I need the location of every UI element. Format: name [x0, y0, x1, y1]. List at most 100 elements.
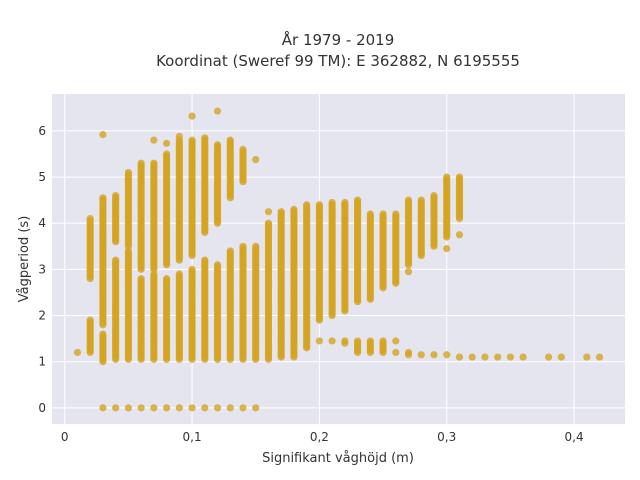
data-point	[99, 131, 107, 139]
data-point	[354, 337, 362, 345]
data-point	[137, 275, 145, 283]
data-point	[99, 330, 107, 338]
data-point	[366, 337, 374, 345]
x-tick-label: 0,4	[565, 430, 584, 444]
data-point	[443, 245, 451, 253]
data-point	[328, 337, 336, 345]
data-point	[226, 136, 234, 144]
data-point	[455, 353, 464, 361]
data-point	[175, 404, 183, 412]
data-point	[150, 136, 158, 144]
data-point	[290, 205, 298, 213]
data-point	[455, 231, 464, 239]
data-point	[545, 353, 553, 361]
x-axis-label: Signifikant våghöjd (m)	[262, 451, 414, 466]
data-point	[506, 353, 514, 361]
data-point	[583, 353, 591, 361]
data-point	[354, 196, 362, 204]
data-point	[150, 159, 158, 167]
data-point	[595, 353, 604, 361]
data-points	[73, 107, 604, 412]
data-point	[213, 404, 222, 412]
data-point	[86, 215, 94, 223]
data-point	[226, 404, 234, 412]
data-point	[201, 404, 209, 412]
data-point	[188, 404, 196, 412]
data-point	[252, 404, 260, 412]
data-point	[163, 139, 171, 147]
data-point	[494, 353, 502, 361]
data-point	[201, 134, 209, 142]
y-axis-label: Vågperiod (s)	[17, 216, 32, 303]
x-tick-label: 0,1	[183, 430, 202, 444]
data-point	[341, 337, 349, 345]
data-point	[188, 265, 196, 273]
data-point	[213, 107, 222, 115]
data-point	[379, 210, 387, 218]
y-tick-label: 3	[38, 262, 46, 276]
y-tick-label: 4	[38, 216, 46, 230]
data-point	[315, 201, 323, 209]
data-point	[468, 353, 476, 361]
data-point	[239, 242, 247, 250]
plot-area	[52, 94, 625, 424]
data-point	[417, 196, 425, 204]
y-tick-label: 5	[38, 170, 46, 184]
data-point	[163, 150, 171, 158]
chart-title-line-1: År 1979 - 2019	[282, 30, 395, 49]
data-point	[366, 210, 374, 218]
data-point	[99, 194, 107, 202]
data-point	[99, 404, 107, 412]
data-point	[443, 173, 451, 181]
data-point	[328, 198, 336, 207]
data-point	[137, 159, 145, 167]
x-tick-label: 0,2	[310, 430, 329, 444]
data-point	[163, 404, 171, 412]
y-tick-label: 2	[38, 309, 46, 323]
data-point	[315, 337, 323, 345]
data-point	[175, 132, 183, 141]
data-point	[430, 351, 438, 359]
data-point	[188, 136, 196, 144]
data-point	[137, 404, 145, 412]
x-axis-ticks: 0 0,1 0,2 0,3 0,4	[61, 430, 584, 444]
data-point	[112, 256, 120, 264]
data-point	[443, 351, 451, 359]
data-point	[404, 348, 413, 357]
data-point	[264, 219, 273, 227]
data-point	[392, 210, 400, 218]
data-point	[404, 196, 413, 204]
data-point	[455, 173, 464, 181]
data-point	[226, 247, 234, 255]
data-point	[379, 337, 387, 345]
data-point	[303, 201, 311, 209]
data-point	[86, 316, 94, 324]
data-point	[481, 353, 489, 361]
data-point	[557, 353, 565, 361]
data-point	[213, 141, 222, 149]
data-point	[163, 275, 171, 283]
data-point	[239, 145, 247, 153]
data-point	[519, 353, 527, 361]
data-point	[201, 256, 209, 264]
data-point	[188, 112, 196, 120]
chart-title-line-2: Koordinat (Sweref 99 TM): E 362882, N 61…	[156, 52, 520, 70]
y-tick-label: 0	[38, 401, 46, 415]
y-tick-label: 6	[38, 124, 46, 138]
data-point	[112, 404, 120, 412]
y-tick-label: 1	[38, 355, 46, 369]
data-point	[417, 351, 425, 359]
data-point	[175, 270, 183, 278]
data-point	[430, 191, 438, 200]
data-point	[392, 337, 400, 345]
data-point	[124, 404, 132, 412]
data-point	[124, 168, 132, 177]
x-tick-label: 0,3	[437, 430, 456, 444]
data-point	[150, 404, 158, 412]
data-point	[252, 242, 260, 250]
x-tick-label: 0	[61, 430, 69, 444]
data-point	[112, 191, 120, 200]
data-point	[404, 268, 413, 276]
